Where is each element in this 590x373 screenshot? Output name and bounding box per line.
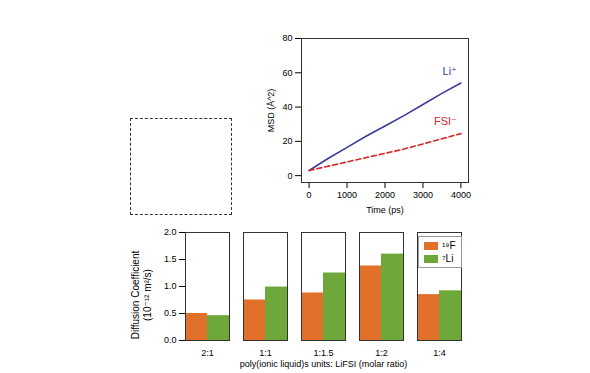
- html-text:⁷Li: ⁷Li: [442, 253, 454, 264]
- svg-text:40: 40: [282, 102, 292, 112]
- svg-text:4000: 4000: [451, 190, 471, 200]
- svg-text:2:1: 2:1: [201, 348, 214, 358]
- svg-text:60: 60: [282, 68, 292, 78]
- svg-text:2.0: 2.0: [164, 227, 177, 237]
- html-text:Diffusion Coefficient (10⁻¹² m: Diffusion Coefficient (10⁻¹² m²/s): [130, 250, 153, 340]
- svg-text:0: 0: [287, 171, 292, 181]
- svg-text:Li⁺: Li⁺: [443, 65, 458, 77]
- svg-text:20: 20: [282, 136, 292, 146]
- svg-text:1:4: 1:4: [433, 348, 446, 358]
- svg-text:MSD (Å^2): MSD (Å^2): [266, 89, 276, 133]
- svg-text:1:1.5: 1:1.5: [313, 348, 333, 358]
- svg-text:0: 0: [307, 190, 312, 200]
- svg-text:1:2: 1:2: [375, 348, 388, 358]
- svg-text:1:1: 1:1: [259, 348, 272, 358]
- svg-text:0.0: 0.0: [164, 335, 177, 345]
- svg-text:1.5: 1.5: [164, 254, 177, 264]
- svg-text:poly(ionic liquid)s units: LiF: poly(ionic liquid)s units: LiFSI (molar …: [240, 359, 408, 369]
- svg-text:1.0: 1.0: [164, 281, 177, 291]
- svg-text:1000: 1000: [337, 190, 357, 200]
- html-text:¹⁹F: ¹⁹F: [442, 240, 456, 251]
- svg-text:Time (ps): Time (ps): [366, 205, 404, 215]
- svg-text:2000: 2000: [375, 190, 395, 200]
- svg-text:80: 80: [282, 33, 292, 43]
- svg-text:3000: 3000: [413, 190, 433, 200]
- svg-text:FSI⁻: FSI⁻: [434, 115, 457, 127]
- svg-text:0.5: 0.5: [164, 308, 177, 318]
